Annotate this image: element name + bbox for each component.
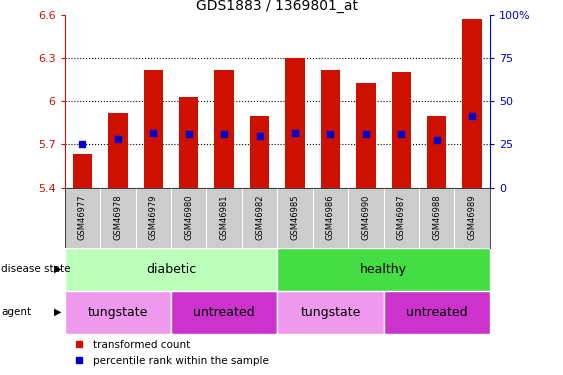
- Text: GSM46978: GSM46978: [113, 195, 122, 240]
- Text: ▶: ▶: [55, 307, 62, 317]
- Text: GSM46981: GSM46981: [220, 195, 229, 240]
- Bar: [179, 97, 199, 188]
- Text: ▶: ▶: [55, 264, 62, 274]
- Text: GSM46987: GSM46987: [397, 195, 406, 240]
- Bar: [278, 291, 383, 334]
- Text: GSM46988: GSM46988: [432, 195, 441, 240]
- Text: diabetic: diabetic: [146, 262, 196, 276]
- Text: GSM46982: GSM46982: [255, 195, 264, 240]
- Bar: [73, 154, 92, 188]
- Bar: [144, 70, 163, 188]
- Legend: transformed count, percentile rank within the sample: transformed count, percentile rank withi…: [70, 336, 273, 370]
- Text: untreated: untreated: [406, 306, 467, 319]
- Bar: [108, 113, 128, 188]
- Text: GSM46979: GSM46979: [149, 195, 158, 240]
- Text: tungstate: tungstate: [300, 306, 360, 319]
- Text: GSM46986: GSM46986: [326, 195, 335, 240]
- Bar: [383, 291, 490, 334]
- Bar: [427, 116, 446, 188]
- Bar: [250, 116, 269, 188]
- Bar: [278, 248, 490, 291]
- Text: GSM46980: GSM46980: [184, 195, 193, 240]
- Text: tungstate: tungstate: [88, 306, 148, 319]
- Bar: [356, 82, 376, 188]
- Text: GSM46985: GSM46985: [291, 195, 300, 240]
- Bar: [65, 248, 278, 291]
- Text: untreated: untreated: [193, 306, 255, 319]
- Bar: [65, 291, 171, 334]
- Bar: [321, 70, 340, 188]
- Bar: [391, 72, 411, 188]
- Bar: [462, 19, 482, 188]
- Bar: [171, 291, 277, 334]
- Text: agent: agent: [1, 307, 32, 317]
- Text: GSM46977: GSM46977: [78, 195, 87, 240]
- Text: GSM46990: GSM46990: [361, 195, 370, 240]
- Text: GSM46989: GSM46989: [468, 195, 477, 240]
- Bar: [285, 58, 305, 188]
- Text: healthy: healthy: [360, 262, 407, 276]
- Text: disease state: disease state: [1, 264, 70, 274]
- Title: GDS1883 / 1369801_at: GDS1883 / 1369801_at: [196, 0, 358, 13]
- Bar: [215, 70, 234, 188]
